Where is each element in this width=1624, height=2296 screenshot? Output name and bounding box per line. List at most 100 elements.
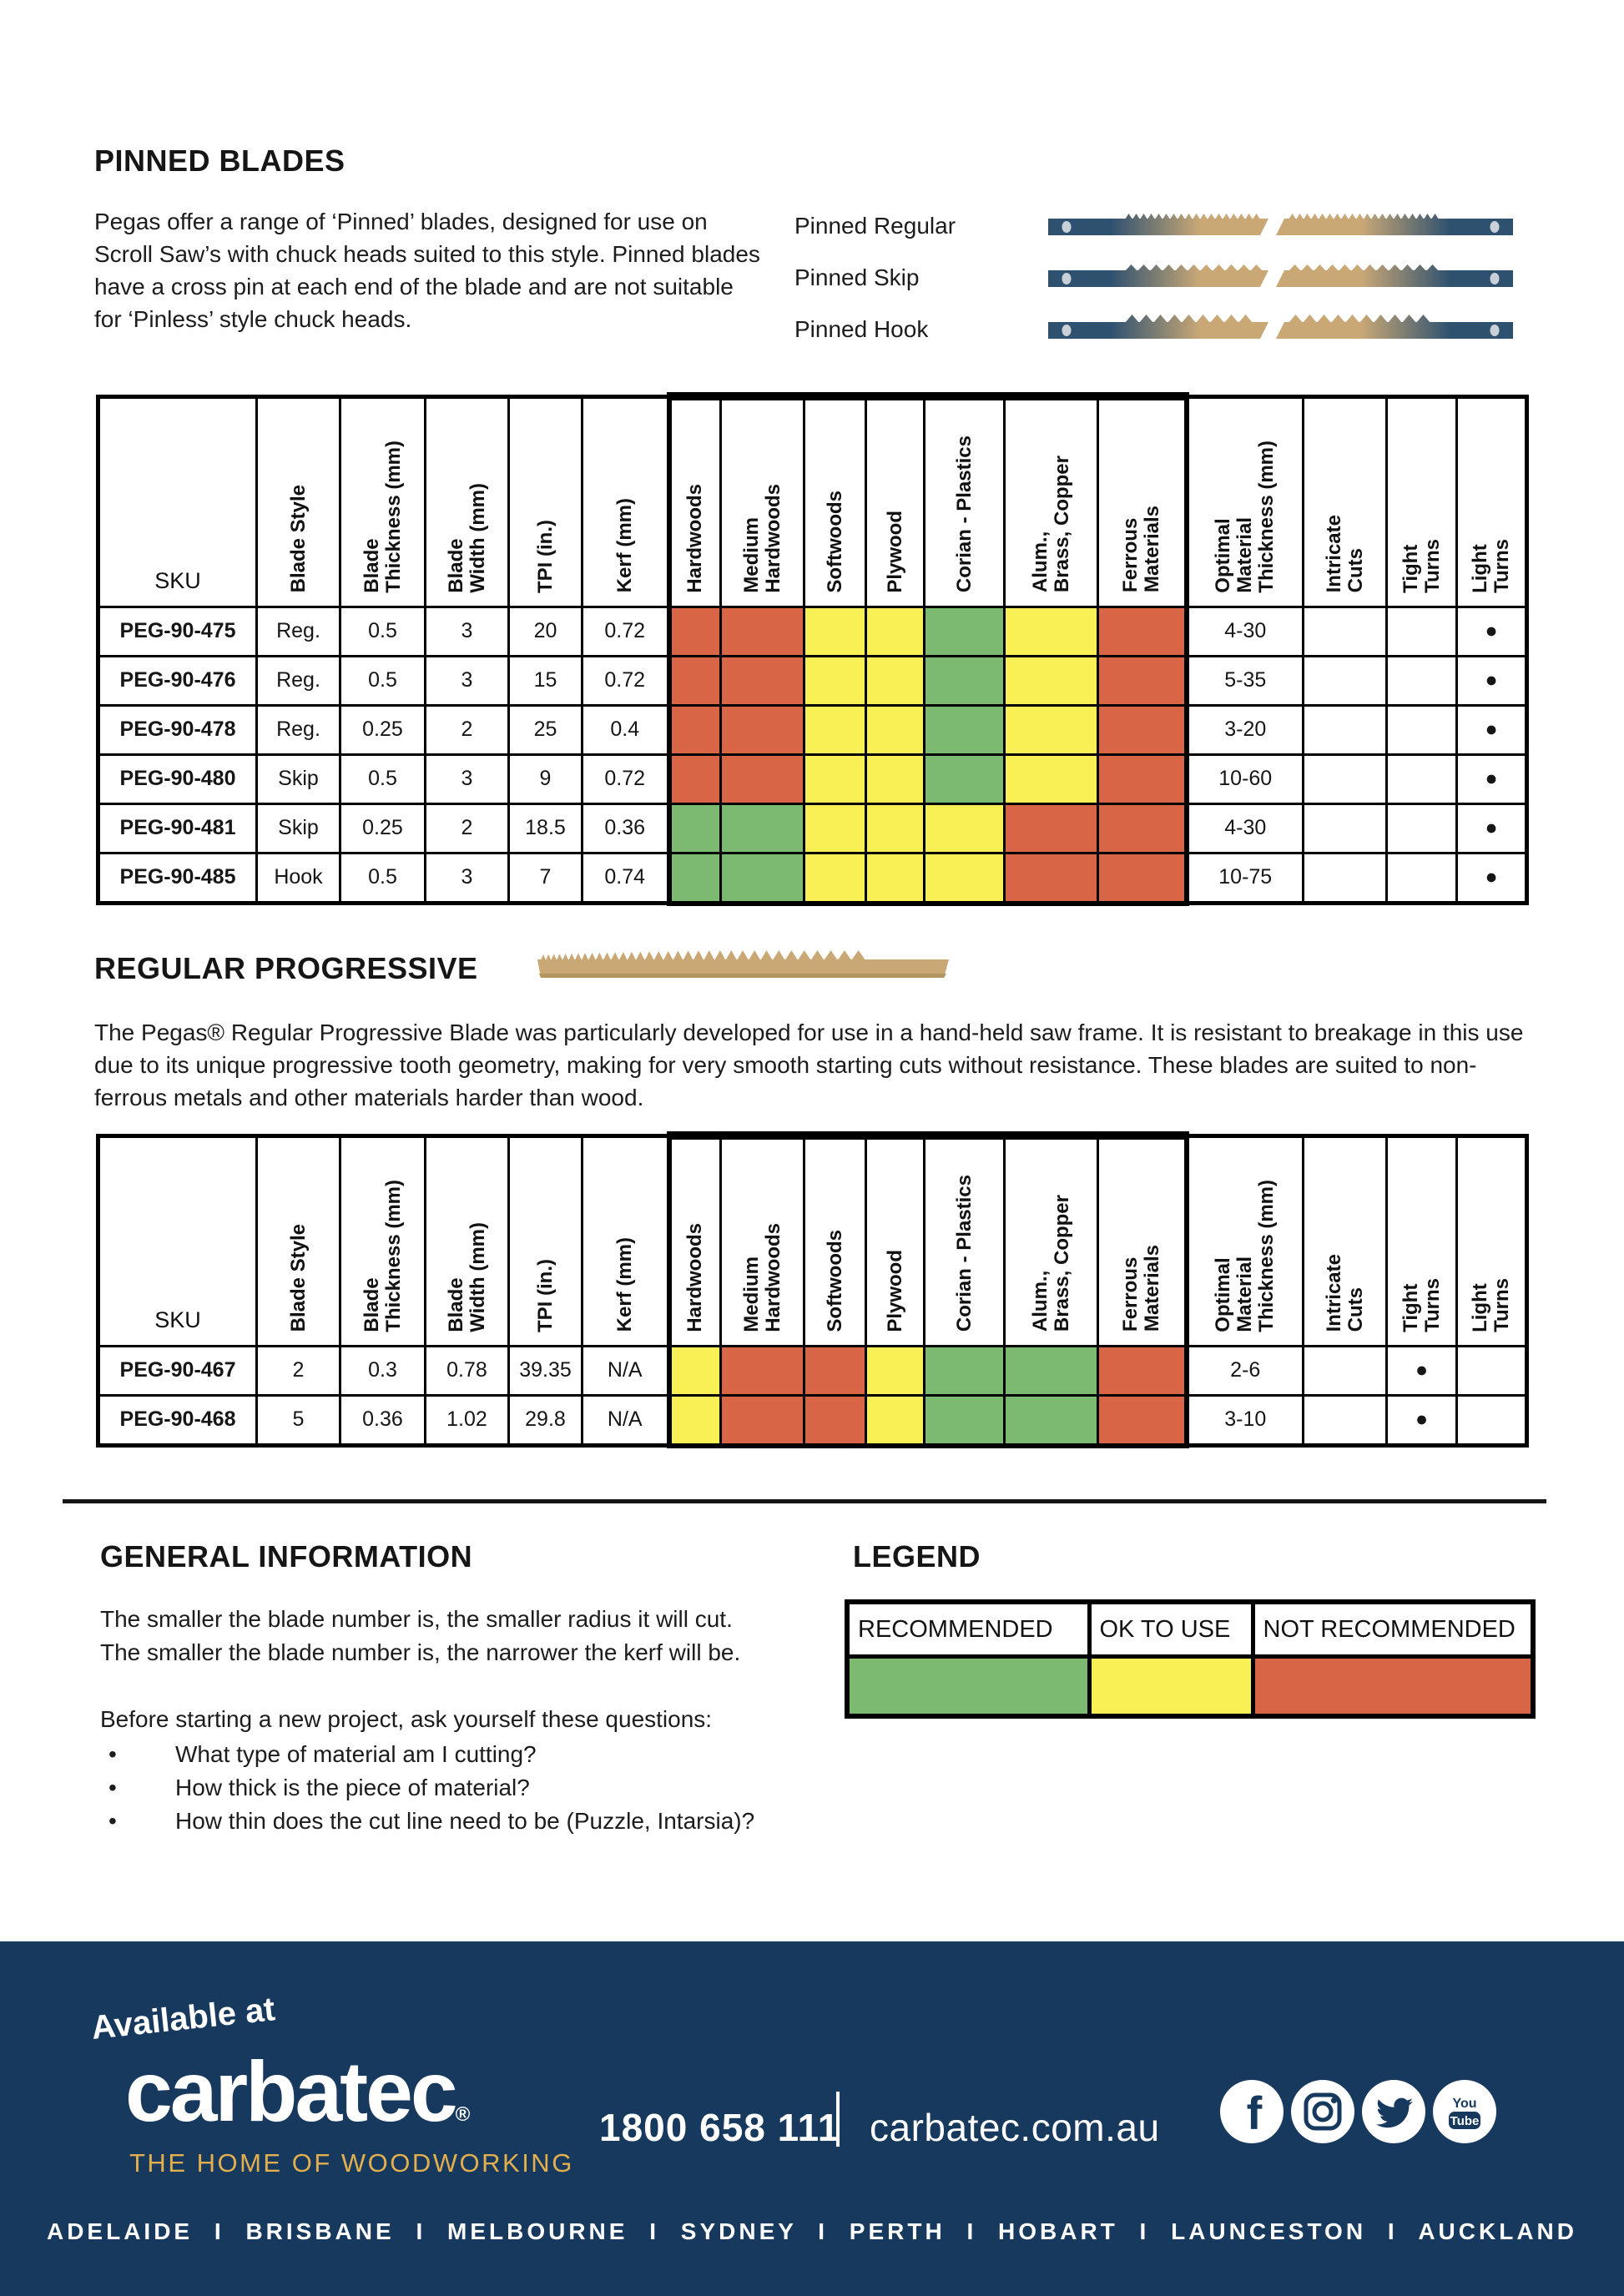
legend-label-ok-to-use: OK TO USE [1087,1599,1255,1659]
progressive-blade-image [532,948,954,986]
value-cell: 0.5 [339,851,426,904]
value-cell: 7 [507,851,583,904]
material-rating-cell [1003,753,1099,805]
blade-example-row: Pinned Skip [794,252,1537,304]
value-cell: 2 [424,703,510,756]
general-information-body: The smaller the blade number is, the sma… [100,1603,851,1838]
material-rating-cell [1003,703,1099,756]
material-rating-cell [1097,654,1189,707]
material-rating-cell [666,851,722,906]
value-cell [1385,851,1458,904]
pinned-hook-blade-image [1045,310,1516,349]
value-cell: 18.5 [507,802,583,854]
regular-progressive-title: REGULAR PROGRESSIVE [94,951,478,985]
sku-cell: PEG-90-480 [97,753,258,805]
material-rating-cell [666,802,722,854]
legend-label-not-recommended: NOT RECOMMENDED [1250,1599,1536,1659]
svg-text:f: f [1247,2087,1263,2139]
table-row: PEG-90-485 Hook 0.5 3 7 0.74 10-75 ● [97,851,1528,906]
value-cell: 3 [424,753,510,805]
material-rating-cell [865,1344,925,1397]
question-list: • What type of material am I cutting? • Ho… [100,1738,851,1838]
column-header: Light Turns [1455,1134,1528,1347]
value-cell: ● [1455,851,1528,904]
blade-type-label: Pinned Regular [794,213,956,239]
column-header: Alum., Brass, Copper [1003,1131,1099,1347]
material-rating-cell [1097,1393,1189,1448]
value-cell: 0.36 [581,802,670,854]
column-header: Intricate Cuts [1302,395,1388,608]
value-cell [1385,605,1458,657]
column-header: Blade Thickness (mm) [339,1134,426,1347]
column-header: Blade Width (mm) [424,395,510,608]
column-header: Corian - Plastics [923,1131,1006,1347]
material-rating-cell [666,605,722,657]
material-rating-cell [865,753,925,805]
column-header: Tight Turns [1385,1134,1458,1347]
material-rating-cell [1003,1344,1099,1397]
value-cell [1302,703,1388,756]
value-cell: ● [1455,654,1528,707]
section-divider [63,1499,1546,1503]
legend-label-recommended: RECOMMENDED [845,1599,1092,1659]
material-rating-cell [923,851,1006,906]
sku-cell: PEG-90-476 [97,654,258,707]
value-cell: 2 [255,1344,341,1397]
table-row: PEG-90-481 Skip 0.25 2 18.5 0.36 4-30 ● [97,802,1528,854]
question-text: What type of material am I cutting? [175,1741,537,1767]
table-row: PEG-90-475 Reg. 0.5 3 20 0.72 4-30 ● [97,605,1528,657]
material-rating-cell [719,1393,805,1448]
column-header: Blade Thickness (mm) [339,395,426,608]
svg-text:Tube: Tube [1450,2114,1480,2128]
question-item: • What type of material am I cutting? [100,1738,851,1771]
value-cell: 9 [507,753,583,805]
table-row: PEG-90-478 Reg. 0.25 2 25 0.4 3-20 ● [97,703,1528,756]
material-rating-cell [865,605,925,657]
value-cell: ● [1455,802,1528,854]
value-cell [1302,605,1388,657]
column-header: Softwoods [803,392,867,608]
blade-example-row: Pinned Regular [794,200,1537,252]
footer-phone: 1800 658 111 [599,2106,840,2149]
pinned-blades-title: PINNED BLADES [94,144,345,178]
twitter-icon[interactable] [1362,2080,1425,2143]
column-header: Alum., Brass, Copper [1003,392,1099,608]
value-cell: Reg. [255,605,341,657]
value-cell: 3-20 [1185,703,1304,756]
question-item: • How thick is the piece of material? [100,1771,851,1805]
value-cell: ● [1385,1344,1458,1397]
footer-website[interactable]: carbatec.com.au [870,2106,1160,2149]
value-cell [1302,1344,1388,1397]
material-rating-cell [865,802,925,854]
bullet-icon: • [108,1741,117,1767]
value-cell: 4-30 [1185,605,1304,657]
youtube-icon[interactable]: You Tube [1433,2080,1496,2143]
info-line: The smaller the blade number is, the sma… [100,1606,733,1632]
pinned-blades-description: Pegas offer a range of ‘Pinned’ blades, … [94,209,760,332]
column-header: SKU [97,395,258,608]
column-header: Medium Hardwoods [719,1131,805,1347]
value-cell: Reg. [255,703,341,756]
facebook-icon[interactable]: f [1220,2080,1284,2143]
blade-type-label: Pinned Skip [794,264,920,290]
material-rating-cell [923,1393,1006,1448]
material-rating-cell [1097,703,1189,756]
material-rating-cell [719,802,805,854]
column-header: Corian - Plastics [923,392,1006,608]
sku-cell: PEG-90-467 [97,1344,258,1397]
material-rating-cell [666,654,722,707]
material-rating-cell [719,654,805,707]
instagram-icon[interactable] [1291,2080,1354,2143]
value-cell: 3 [424,605,510,657]
column-header: Tight Turns [1385,395,1458,608]
pinned-skip-blade-image [1045,259,1516,297]
question-item: • How thin does the cut line need to be (… [100,1805,851,1838]
value-cell: 0.25 [339,802,426,854]
material-rating-cell [803,654,867,707]
material-rating-cell [803,802,867,854]
value-cell [1385,654,1458,707]
material-rating-cell [865,703,925,756]
sku-cell: PEG-90-468 [97,1393,258,1447]
column-header: SKU [97,1134,258,1347]
legend-swatch-ok-to-use [1087,1654,1255,1719]
